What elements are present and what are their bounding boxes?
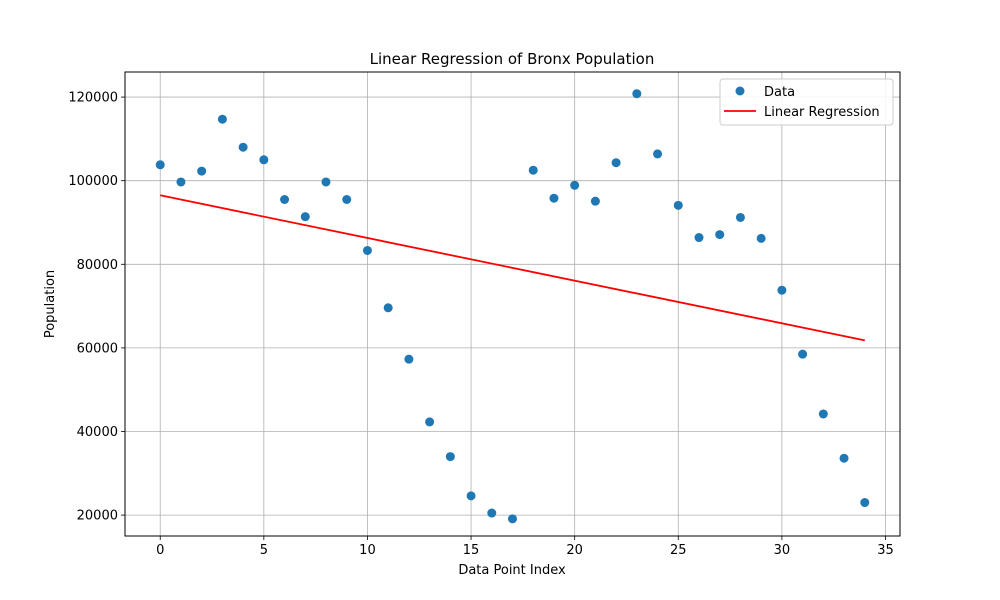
x-tick-label: 0 bbox=[156, 543, 164, 558]
x-tick-label: 5 bbox=[260, 543, 268, 558]
legend-box bbox=[719, 78, 894, 126]
regression-line bbox=[160, 194, 865, 342]
x-tick-label: 30 bbox=[774, 543, 791, 558]
regression-line-layer bbox=[160, 194, 865, 342]
plot-frame bbox=[124, 71, 901, 537]
data-point bbox=[362, 245, 372, 255]
tick-layer: 0 5 10 15 20 25 30 35 20000 40000 60000 80000 100000… bbox=[68, 91, 893, 558]
data-point bbox=[197, 166, 207, 176]
data-point bbox=[259, 155, 269, 165]
y-tick-label: 20000 bbox=[77, 509, 118, 524]
data-point bbox=[798, 349, 808, 359]
data-point bbox=[715, 230, 725, 240]
data-point bbox=[383, 303, 393, 313]
data-point bbox=[238, 142, 248, 152]
data-point bbox=[321, 177, 331, 187]
y-tick-label: 40000 bbox=[77, 425, 118, 440]
data-point bbox=[549, 193, 559, 203]
legend-data-marker bbox=[735, 86, 745, 96]
data-point bbox=[694, 233, 704, 243]
x-tick-label: 35 bbox=[877, 543, 894, 558]
data-point bbox=[155, 160, 165, 170]
data-point bbox=[632, 89, 642, 99]
data-point bbox=[590, 196, 600, 206]
x-tick-label: 15 bbox=[463, 543, 480, 558]
data-point bbox=[280, 194, 290, 204]
data-point bbox=[735, 212, 745, 222]
x-tick-label: 10 bbox=[359, 543, 376, 558]
data-point bbox=[445, 452, 455, 462]
grid-layer bbox=[125, 72, 900, 536]
legend-label-regression: Linear Regression bbox=[764, 105, 880, 120]
data-point bbox=[653, 149, 663, 159]
chart-title: Linear Regression of Bronx Population bbox=[370, 50, 655, 68]
data-point bbox=[860, 498, 870, 508]
data-point bbox=[570, 180, 580, 190]
y-axis-label: Population bbox=[43, 270, 58, 338]
data-point bbox=[217, 114, 227, 124]
legend: Data Linear Regression bbox=[719, 78, 894, 126]
legend-label-data: Data bbox=[764, 85, 795, 100]
data-point bbox=[528, 165, 538, 175]
x-tick-label: 25 bbox=[670, 543, 687, 558]
data-point bbox=[342, 194, 352, 204]
y-tick-label: 80000 bbox=[77, 258, 118, 273]
data-point bbox=[839, 453, 849, 463]
data-point bbox=[756, 233, 766, 243]
data-point bbox=[777, 285, 787, 295]
data-point bbox=[176, 177, 186, 187]
y-tick-label: 60000 bbox=[77, 341, 118, 356]
data-point bbox=[818, 409, 828, 419]
y-tick-label: 120000 bbox=[68, 91, 118, 106]
data-points-layer bbox=[155, 89, 870, 524]
data-point bbox=[611, 158, 621, 168]
data-point bbox=[487, 508, 497, 518]
data-point bbox=[425, 417, 435, 427]
data-point bbox=[404, 354, 414, 364]
data-point bbox=[673, 200, 683, 210]
x-tick-label: 20 bbox=[566, 543, 583, 558]
data-point bbox=[466, 491, 476, 501]
data-point bbox=[300, 212, 310, 222]
data-point bbox=[508, 514, 517, 524]
x-axis-label: Data Point Index bbox=[458, 563, 566, 578]
y-tick-label: 100000 bbox=[68, 174, 118, 189]
